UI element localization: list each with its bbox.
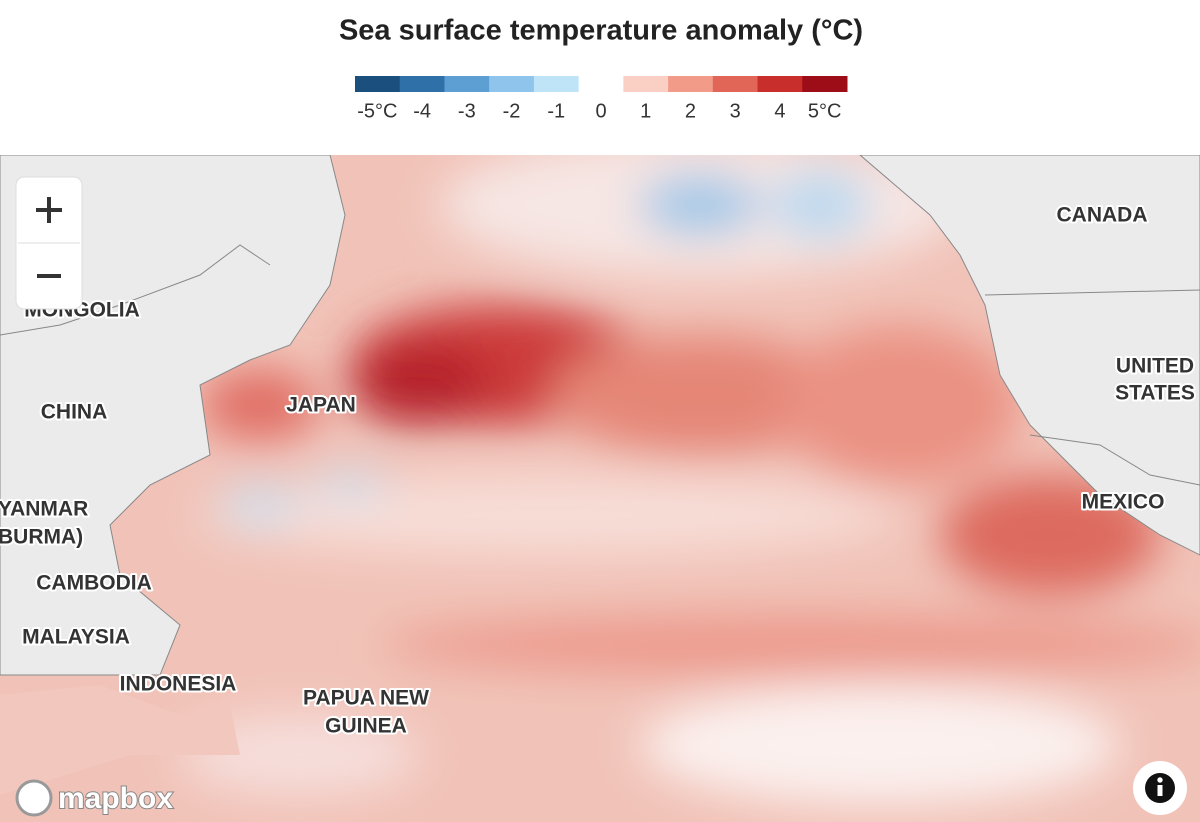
place-label: YANMAR (0, 498, 88, 521)
anomaly-field (180, 155, 1200, 805)
place-label: CANADA (1057, 204, 1148, 227)
legend-label: -2 (503, 100, 521, 122)
attribution: mapbox (58, 782, 173, 815)
info-dot[interactable] (1157, 777, 1163, 783)
place-label: GUINEA (325, 715, 407, 738)
legend-label: -5°C (357, 100, 397, 122)
place-label: STATES (1115, 382, 1195, 405)
place-label: UNITED (1116, 355, 1194, 378)
legend-swatch (668, 76, 714, 92)
place-label: MALAYSIA (22, 626, 130, 649)
legend-swatch (802, 76, 848, 92)
legend-label: 3 (730, 100, 741, 122)
legend: -5°C -4 -3 -2 -1 0 1 2 3 4 5°C (355, 76, 848, 122)
legend-label: 4 (774, 100, 785, 122)
legend-label: 2 (685, 100, 696, 122)
legend-swatch (399, 76, 445, 92)
place-label: INDONESIA (120, 673, 237, 696)
place-label: BURMA) (0, 526, 83, 549)
legend-label: 1 (640, 100, 651, 122)
borders (0, 244, 1200, 486)
legend-label: -3 (458, 100, 476, 122)
info-button[interactable] (1133, 761, 1187, 815)
title: Sea surface temperature anomaly (°C) (339, 15, 863, 47)
legend-label: -1 (547, 100, 565, 122)
place-label: MEXICO (1082, 491, 1165, 514)
mapbox-logo: mapbox (15, 779, 174, 817)
legend-label: 5°C (808, 100, 842, 122)
legend-swatch (489, 76, 535, 92)
legend-label: 0 (595, 100, 606, 122)
zoom-control (15, 176, 83, 310)
land (0, 155, 1200, 795)
logo-icon (15, 779, 53, 817)
legend-swatch (533, 76, 580, 92)
zoom-in[interactable] (36, 197, 62, 223)
legend-swatch (712, 76, 759, 92)
info-i[interactable] (1157, 785, 1163, 796)
place-label: CAMBODIA (36, 572, 152, 595)
legend-swatch (578, 76, 624, 92)
place-label: PAPUA NEW (303, 687, 429, 710)
place-label: CHINA (41, 401, 108, 424)
header: Sea surface temperature anomaly (°C) -5°… (339, 15, 863, 123)
legend-swatch (757, 76, 803, 92)
legend-swatch (355, 76, 401, 92)
legend-label: -4 (413, 100, 431, 122)
legend-swatch (623, 76, 669, 92)
legend-swatch (444, 76, 490, 92)
place-label: JAPAN (286, 394, 356, 417)
